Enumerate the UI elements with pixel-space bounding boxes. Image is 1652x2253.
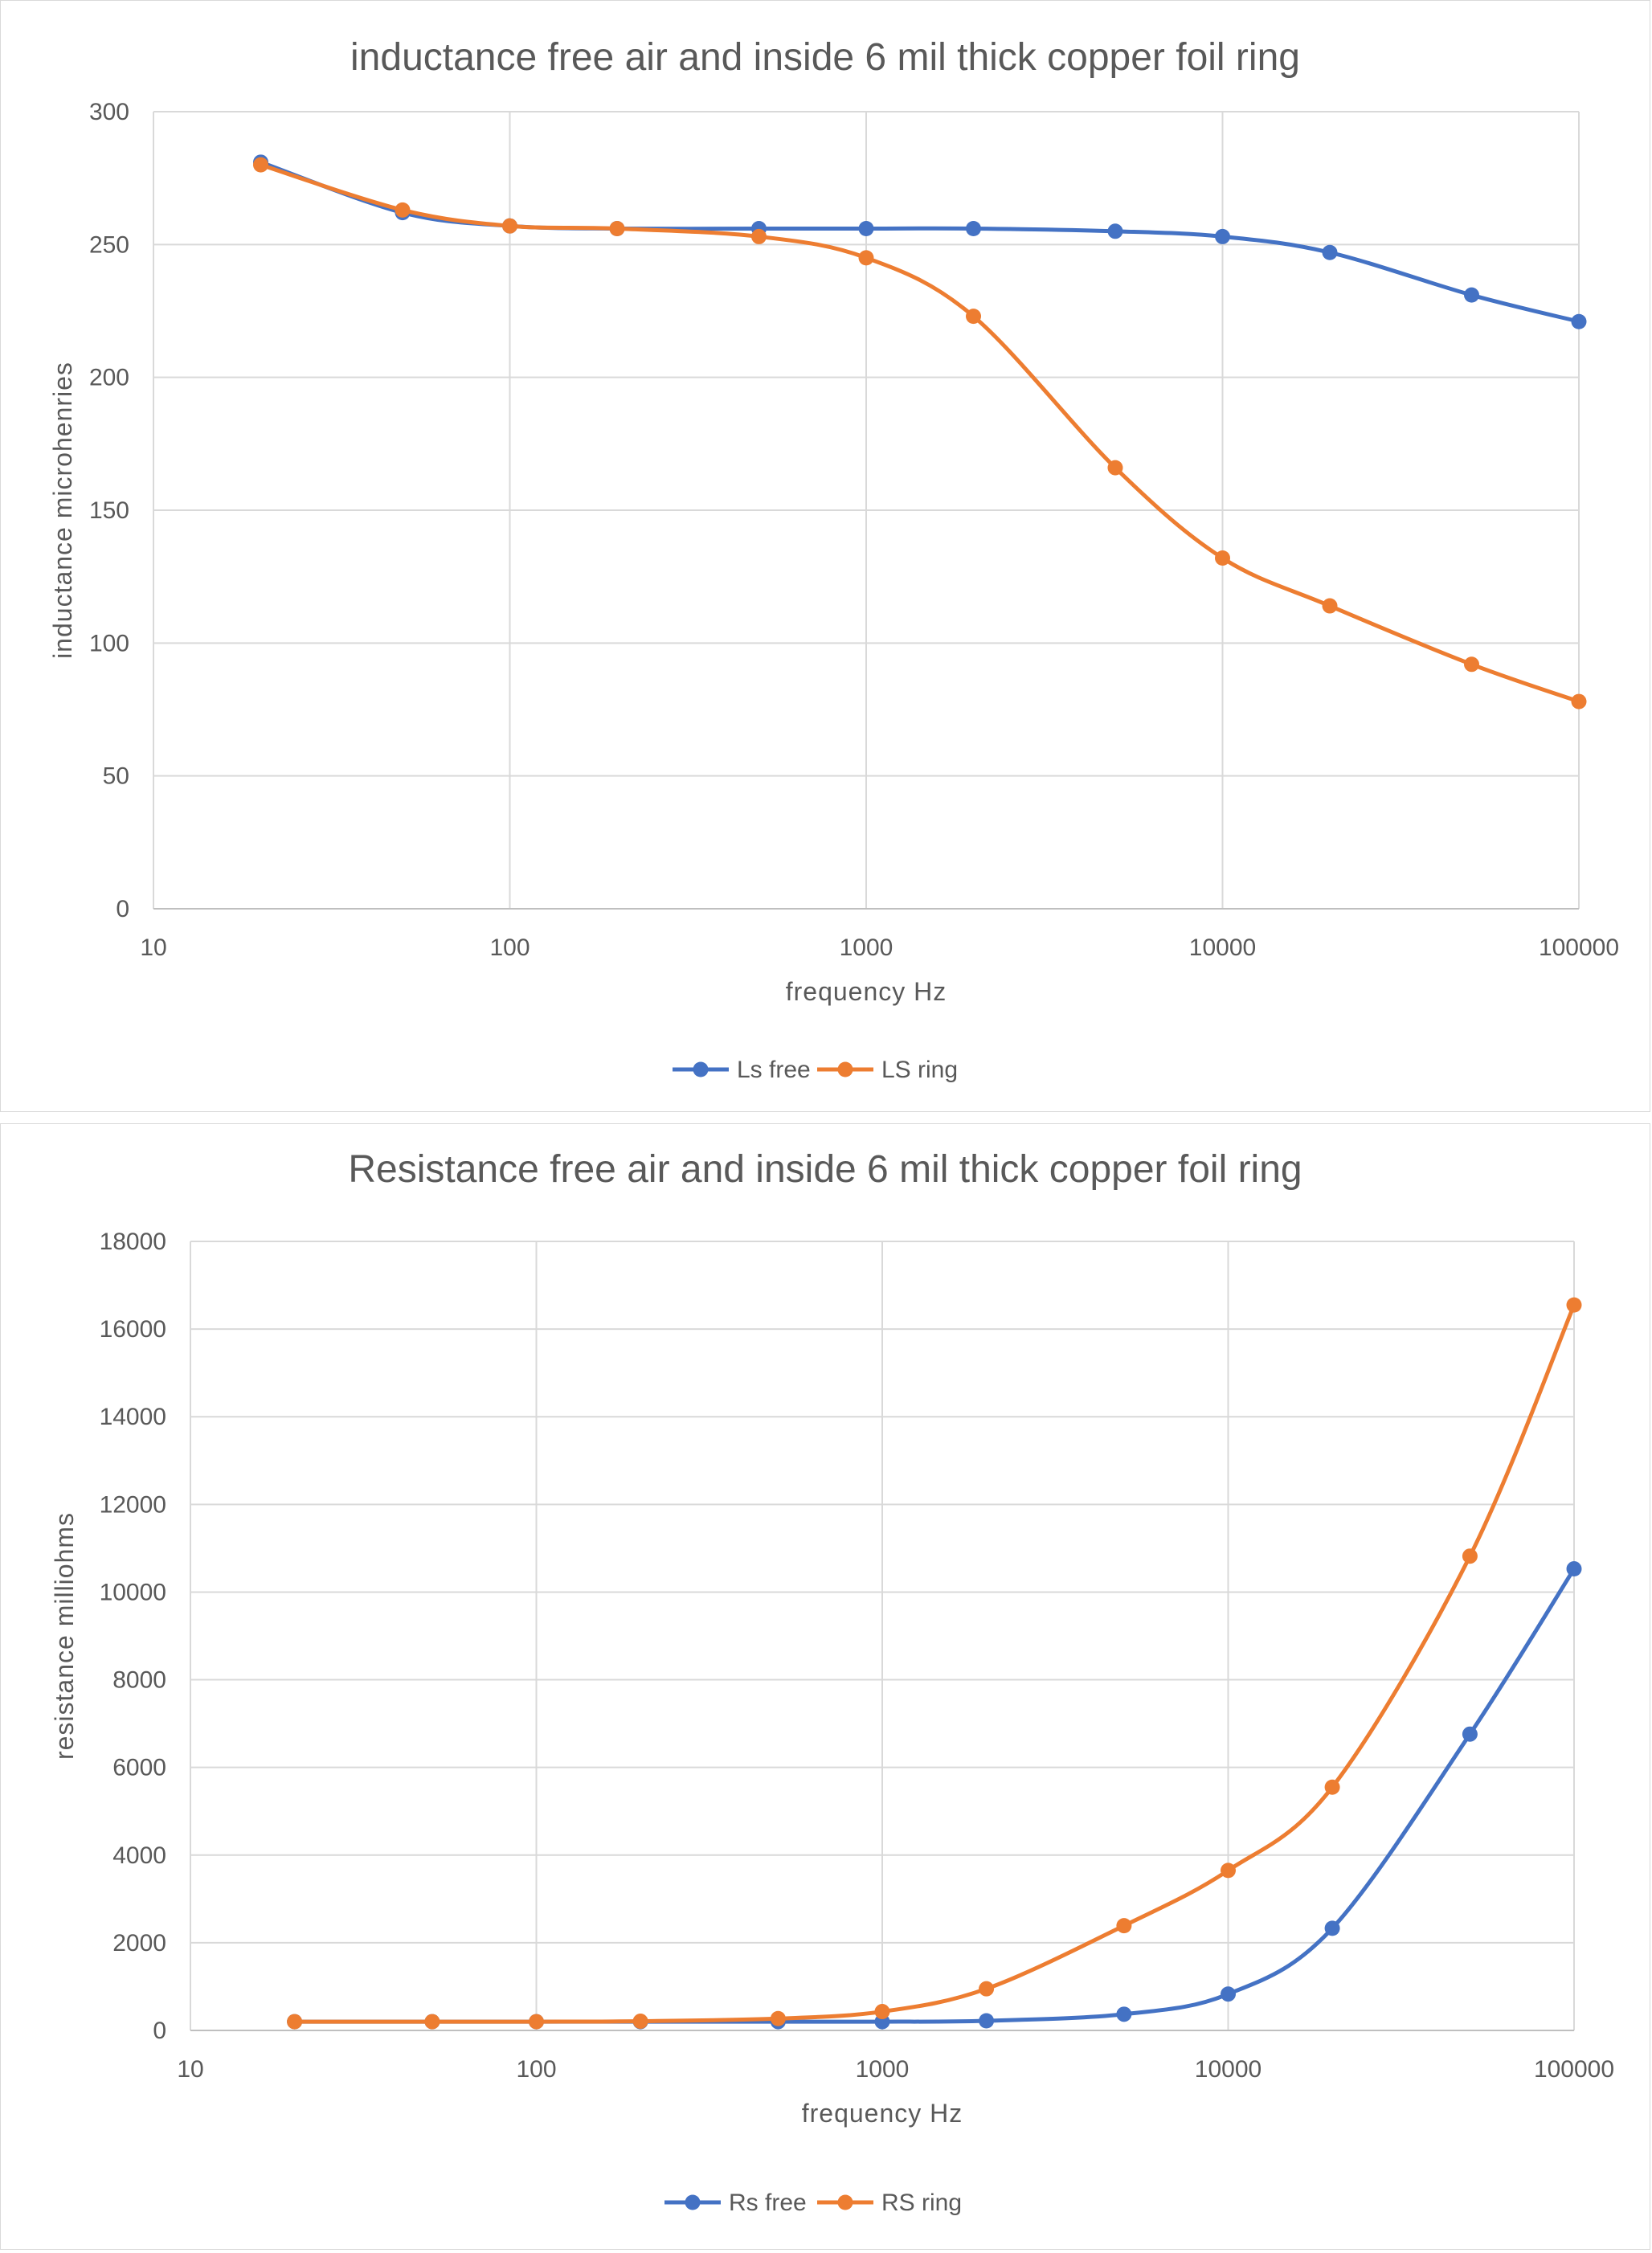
y-tick-label: 0	[116, 896, 129, 922]
data-point-ls-free	[1322, 244, 1338, 260]
data-point-ls-ring	[1322, 598, 1338, 614]
resistance-chart-panel: Resistance free air and inside 6 mil thi…	[0, 1123, 1650, 2250]
y-tick-label: 18000	[100, 1229, 166, 1255]
data-point-rs-ring	[287, 2014, 303, 2030]
x-tick-label: 100000	[1534, 2056, 1614, 2083]
data-point-ls-free	[966, 220, 982, 236]
data-point-rs-free	[1116, 2006, 1132, 2022]
data-point-ls-ring	[858, 250, 874, 266]
data-point-rs-ring	[874, 2004, 890, 2020]
data-point-ls-ring	[1215, 550, 1230, 566]
y-tick-label: 8000	[112, 1667, 166, 1694]
data-point-ls-ring	[750, 228, 767, 244]
legend-label-ls-free: Ls free	[737, 1057, 811, 1083]
data-point-ls-ring	[1571, 693, 1587, 709]
data-point-rs-free	[1462, 1726, 1478, 1742]
data-point-rs-ring	[632, 2014, 648, 2030]
inductance-chart: inductance free air and inside 6 mil thi…	[48, 36, 1619, 1083]
data-point-rs-ring	[1324, 1779, 1340, 1795]
data-point-rs-free	[979, 2013, 995, 2029]
data-point-ls-free	[1463, 287, 1479, 303]
y-tick-label: 4000	[112, 1842, 166, 1869]
legend-marker-ls-ring	[837, 1061, 853, 1077]
legend-marker-ls-free	[693, 1061, 709, 1077]
y-tick-label: 14000	[100, 1404, 166, 1430]
data-point-ls-ring	[1463, 656, 1479, 673]
data-point-rs-ring	[1221, 1863, 1236, 1879]
data-point-rs-ring	[1566, 1297, 1582, 1313]
y-axis-label: resistance milliohms	[50, 1512, 79, 1760]
y-tick-label: 50	[103, 763, 129, 790]
legend-marker-rs-free	[685, 2194, 701, 2210]
y-axis-label: inductance microhenries	[48, 362, 77, 659]
data-point-rs-free	[1324, 1920, 1340, 1936]
data-point-ls-free	[858, 220, 874, 236]
data-point-ls-ring	[609, 220, 625, 236]
data-point-ls-free	[1571, 313, 1587, 329]
data-point-ls-ring	[253, 157, 269, 173]
data-point-rs-free	[1221, 1986, 1236, 2002]
y-tick-label: 150	[89, 497, 129, 524]
data-point-rs-ring	[1116, 1918, 1132, 1934]
series-line-ls-free	[259, 160, 1581, 324]
data-point-ls-ring	[395, 202, 411, 218]
y-tick-label: 0	[153, 2018, 166, 2044]
x-tick-label: 10000	[1195, 2056, 1261, 2083]
x-tick-label: 100	[489, 934, 530, 961]
data-point-rs-free	[1566, 1561, 1582, 1577]
data-point-rs-ring	[979, 1981, 995, 1997]
legend-marker-rs-ring	[837, 2194, 853, 2210]
series-line-rs-free	[292, 1567, 1576, 2024]
data-point-rs-ring	[770, 2010, 786, 2026]
y-tick-label: 12000	[100, 1491, 166, 1518]
data-point-ls-ring	[502, 218, 517, 234]
chart-title: inductance free air and inside 6 mil thi…	[350, 36, 1300, 79]
x-tick-label: 10000	[1189, 934, 1256, 961]
data-point-ls-ring	[966, 309, 982, 325]
x-tick-label: 10	[140, 934, 166, 961]
series-line-rs-ring	[292, 1302, 1576, 2024]
y-tick-label: 300	[89, 99, 129, 125]
legend-label-rs-ring: RS ring	[881, 2190, 962, 2216]
x-tick-label: 100	[516, 2056, 556, 2083]
chart-title: Resistance free air and inside 6 mil thi…	[348, 1148, 1302, 1191]
data-point-rs-ring	[424, 2014, 440, 2030]
y-tick-label: 10000	[100, 1579, 166, 1605]
inductance-chart-panel: inductance free air and inside 6 mil thi…	[0, 0, 1650, 1112]
x-tick-label: 100000	[1539, 934, 1619, 961]
legend-label-ls-ring: LS ring	[881, 1057, 958, 1083]
resistance-chart: Resistance free air and inside 6 mil thi…	[50, 1148, 1614, 2216]
x-axis-label: frequency Hz	[786, 977, 947, 1006]
x-tick-label: 1000	[856, 2056, 910, 2083]
y-tick-label: 6000	[112, 1755, 166, 1781]
data-point-ls-free	[1215, 228, 1230, 244]
x-tick-label: 10	[177, 2056, 203, 2083]
y-tick-label: 200	[89, 365, 129, 391]
data-point-rs-ring	[1462, 1548, 1478, 1564]
y-tick-label: 250	[89, 231, 129, 258]
data-point-ls-ring	[1107, 460, 1123, 476]
y-tick-label: 2000	[112, 1930, 166, 1957]
data-point-ls-free	[1107, 223, 1123, 239]
x-tick-label: 1000	[840, 934, 893, 961]
y-tick-label: 16000	[100, 1316, 166, 1343]
data-point-rs-ring	[529, 2014, 544, 2030]
x-axis-label: frequency Hz	[802, 2099, 963, 2128]
y-tick-label: 100	[89, 630, 129, 656]
legend-label-rs-free: Rs free	[729, 2190, 807, 2216]
